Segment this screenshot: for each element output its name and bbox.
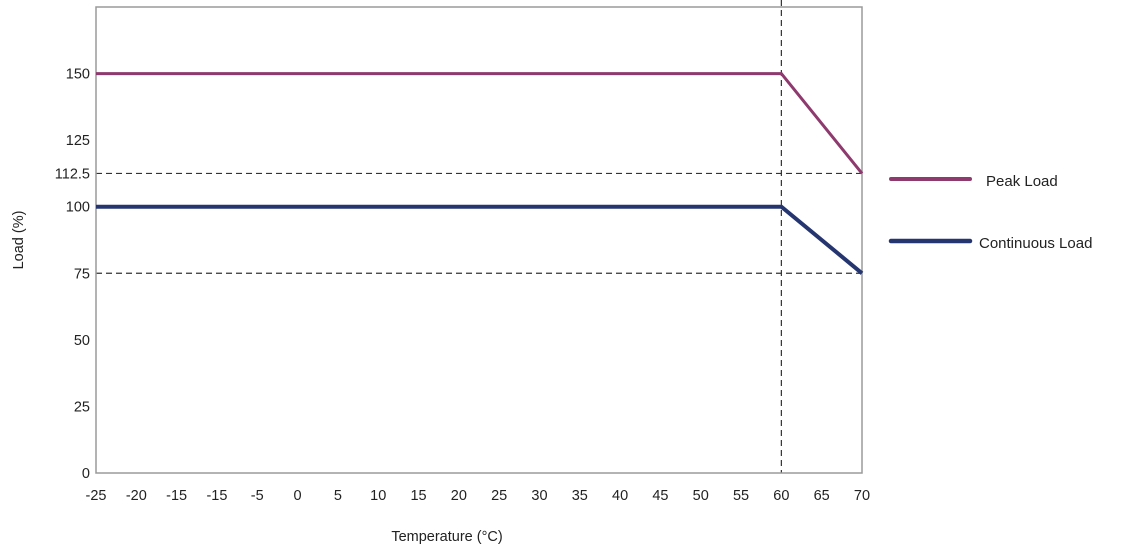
x-tick-label: -15 <box>166 488 187 504</box>
y-tick-label: 75 <box>74 266 90 282</box>
x-tick-label: 10 <box>370 488 386 504</box>
x-tick-label: 30 <box>531 488 547 504</box>
y-tick-label: 100 <box>66 200 90 216</box>
reference-lines <box>96 0 862 473</box>
y-tick-label: 125 <box>66 133 90 149</box>
legend-label-peak-load: Peak Load <box>986 173 1058 190</box>
x-tick-label: 15 <box>410 488 426 504</box>
x-tick-label: 65 <box>814 488 830 504</box>
x-tick-label: 35 <box>572 488 588 504</box>
legend: Peak Load Continuous Load <box>888 173 1092 252</box>
y-tick-label: 112.5 <box>55 166 90 182</box>
x-tick-label: 40 <box>612 488 628 504</box>
x-tick-label: -25 <box>86 488 107 504</box>
x-tick-label: 50 <box>693 488 709 504</box>
x-tick-label: 45 <box>652 488 668 504</box>
x-tick-label: 60 <box>773 488 789 504</box>
legend-label-continuous-load: Continuous Load <box>979 235 1092 252</box>
x-tick-label: 70 <box>854 488 870 504</box>
series-line-peak-load <box>96 72 864 175</box>
plot-area-frame <box>95 6 863 474</box>
y-tick-label: 25 <box>74 399 90 415</box>
x-tick-label: 25 <box>491 488 507 504</box>
x-tick-label: 0 <box>294 488 302 504</box>
y-tick-label: 150 <box>66 67 90 83</box>
x-tick-label: -15 <box>206 488 227 504</box>
y-axis-ticks: 0 25 50 75 100 112.5 125 150 <box>55 67 90 482</box>
x-tick-label: -20 <box>126 488 147 504</box>
x-tick-label: 55 <box>733 488 749 504</box>
x-tick-label: -5 <box>251 488 264 504</box>
x-axis-title: Temperature (°C) <box>391 529 502 545</box>
y-tick-label: 0 <box>82 466 90 482</box>
y-axis-title: Load (%) <box>11 211 27 270</box>
series-line-continuous-load <box>96 204 864 275</box>
x-tick-label: 5 <box>334 488 342 504</box>
series-lines <box>96 72 864 275</box>
y-tick-label: 50 <box>74 333 90 349</box>
x-axis-ticks: -25 -20 -15 -15 -5 0 5 10 15 20 25 30 35 40 45 50 55 60 65… <box>86 488 871 504</box>
x-tick-label: 20 <box>451 488 467 504</box>
